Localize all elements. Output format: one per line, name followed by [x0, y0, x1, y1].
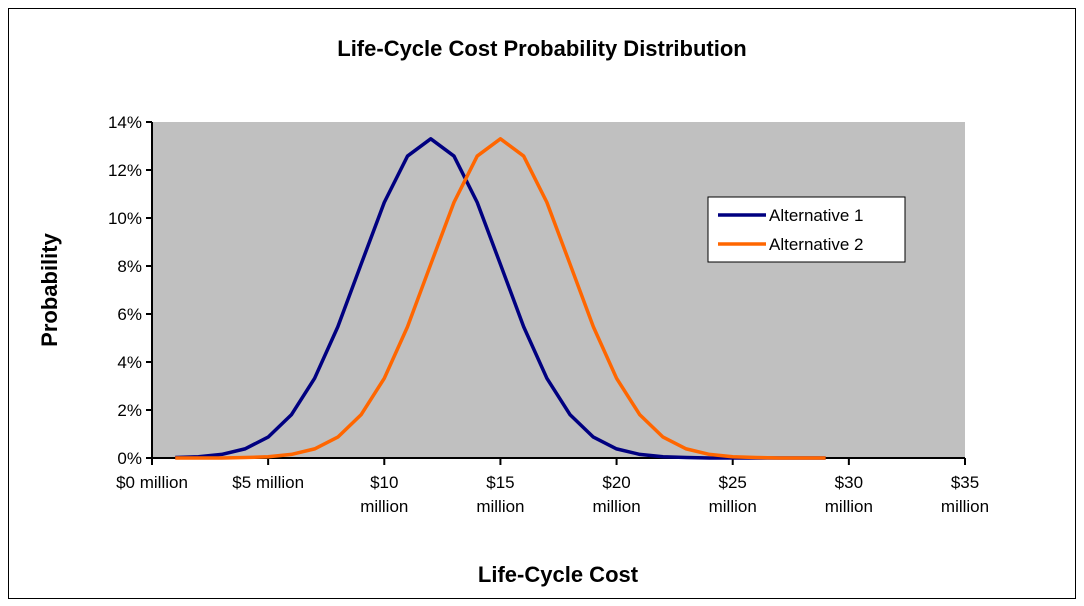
y-tick-label: 14%	[108, 113, 142, 132]
legend-box	[707, 196, 906, 263]
series-line	[175, 137, 826, 460]
x-tick-label: $30 million	[825, 473, 873, 516]
plot-area	[152, 122, 965, 458]
x-tick-label: $35 million	[941, 473, 989, 516]
x-tick-label: $25 million	[709, 473, 757, 516]
y-axis-label: Probability	[37, 232, 62, 346]
x-axis-label: Life-Cycle Cost	[478, 562, 639, 587]
x-tick-label: $15 million	[476, 473, 524, 516]
y-tick-label: 0%	[117, 449, 142, 468]
series-line	[175, 137, 826, 460]
x-tick-label: $0 million	[116, 473, 188, 492]
x-tick-label: $5 million	[232, 473, 304, 492]
y-tick-label: 6%	[117, 305, 142, 324]
legend-label: Alternative 2	[769, 235, 864, 254]
x-tick-label: $20 million	[592, 473, 640, 516]
legend-label: Alternative 1	[769, 206, 864, 225]
y-tick-label: 10%	[108, 209, 142, 228]
y-tick-label: 8%	[117, 257, 142, 276]
y-tick-label: 12%	[108, 161, 142, 180]
y-tick-label: 4%	[117, 353, 142, 372]
chart-title: Life-Cycle Cost Probability Distribution	[337, 36, 746, 61]
x-tick-label: $10 million	[360, 473, 408, 516]
y-tick-label: 2%	[117, 401, 142, 420]
